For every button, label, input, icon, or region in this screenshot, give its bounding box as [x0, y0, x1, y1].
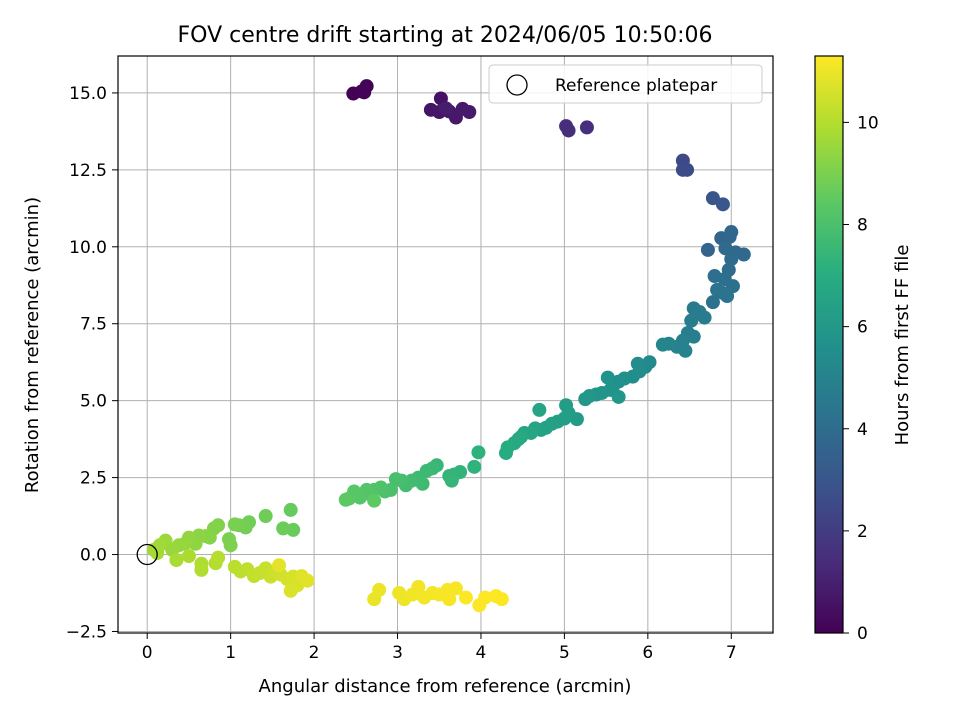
data-point — [223, 538, 238, 553]
data-point — [458, 590, 473, 605]
colorbar-tick-label: 2 — [857, 522, 868, 542]
data-point — [678, 343, 693, 358]
data-point — [448, 581, 463, 596]
reference-marker — [136, 543, 158, 566]
colorbar-tick-label: 10 — [857, 113, 879, 133]
colorbar-tick-label: 4 — [857, 420, 868, 440]
data-point — [415, 476, 430, 491]
x-tick-label: 1 — [225, 643, 236, 663]
data-point — [444, 473, 459, 488]
data-point — [283, 583, 298, 598]
legend-entry-reference: Reference platepar — [555, 76, 717, 96]
colorbar-tick-label: 0 — [857, 624, 868, 644]
data-point — [211, 550, 226, 565]
x-axis-ticks: 0 1 2 3 4 5 6 7 — [142, 633, 737, 663]
data-point — [718, 241, 733, 256]
data-point — [705, 295, 720, 310]
x-tick-label: 0 — [142, 643, 153, 663]
data-point — [736, 247, 751, 262]
x-tick-label: 7 — [726, 643, 737, 663]
data-point — [388, 472, 403, 487]
data-point — [276, 521, 291, 536]
y-axis-label: Rotation from reference (arcmin) — [22, 197, 43, 493]
x-tick-label: 2 — [309, 643, 320, 663]
data-point — [655, 337, 670, 352]
colorbar-gradient — [814, 55, 844, 634]
data-point — [561, 123, 576, 138]
data-point — [181, 549, 196, 564]
data-point — [411, 579, 426, 594]
legend-marker-reference — [506, 74, 528, 96]
data-point — [194, 562, 209, 577]
legend-box — [488, 64, 763, 104]
x-tick-label: 4 — [476, 643, 487, 663]
data-point — [680, 162, 695, 177]
x-axis-label: Angular distance from reference (arcmin) — [259, 676, 632, 697]
data-point — [686, 329, 701, 344]
legend: Reference platepar — [488, 64, 763, 104]
data-point — [354, 84, 369, 99]
data-point — [442, 592, 457, 607]
data-point — [724, 252, 739, 267]
chart-title: FOV centre drift starting at 2024/06/05 … — [178, 23, 713, 48]
y-tick-label: 12.5 — [69, 161, 107, 181]
grid — [118, 56, 773, 633]
data-point — [467, 459, 482, 474]
data-point — [715, 197, 730, 212]
y-tick-label: 15.0 — [69, 84, 107, 104]
data-point — [710, 282, 725, 297]
data-point — [600, 370, 615, 385]
data-point — [338, 492, 353, 507]
x-tick-label: 3 — [392, 643, 403, 663]
data-point — [578, 392, 593, 407]
y-tick-label: −2.5 — [66, 622, 107, 642]
data-point — [498, 445, 513, 460]
y-tick-label: 10.0 — [69, 238, 107, 258]
data-point — [169, 553, 184, 568]
y-tick-label: 7.5 — [80, 315, 107, 335]
data-point — [494, 592, 509, 607]
x-tick-label: 5 — [559, 643, 570, 663]
colorbar-tick-label: 6 — [857, 318, 868, 338]
data-point — [227, 517, 242, 532]
x-tick-label: 6 — [642, 643, 653, 663]
y-tick-label: 5.0 — [80, 392, 107, 412]
data-point — [579, 120, 594, 135]
data-point — [272, 558, 287, 573]
colorbar-label: Hours from first FF file — [892, 245, 913, 446]
data-point — [478, 590, 493, 605]
data-point — [684, 313, 699, 328]
data-point — [300, 573, 315, 588]
colorbar-ticks: 0 2 4 6 8 10 — [843, 113, 879, 644]
data-point — [283, 502, 298, 517]
plot-area-frame — [117, 55, 774, 634]
y-tick-label: 2.5 — [80, 469, 107, 489]
data-points — [136, 79, 751, 613]
data-point — [705, 191, 720, 206]
y-axis-ticks: −2.5 0.0 2.5 5.0 7.5 10.0 12.5 15.0 — [66, 84, 118, 642]
data-point — [372, 582, 387, 597]
data-point — [258, 509, 273, 524]
data-point — [532, 402, 547, 417]
data-point — [462, 105, 477, 120]
data-point — [697, 310, 712, 325]
data-point — [367, 493, 382, 508]
y-tick-label: 0.0 — [80, 546, 107, 566]
colorbar-tick-label: 8 — [857, 216, 868, 236]
data-point — [438, 101, 453, 116]
data-point — [700, 242, 715, 257]
data-point — [724, 225, 739, 240]
data-point — [471, 445, 486, 460]
data-point — [611, 389, 626, 404]
data-point — [720, 289, 735, 304]
colorbar: 0 2 4 6 8 10 Hours from first FF file — [814, 55, 913, 644]
